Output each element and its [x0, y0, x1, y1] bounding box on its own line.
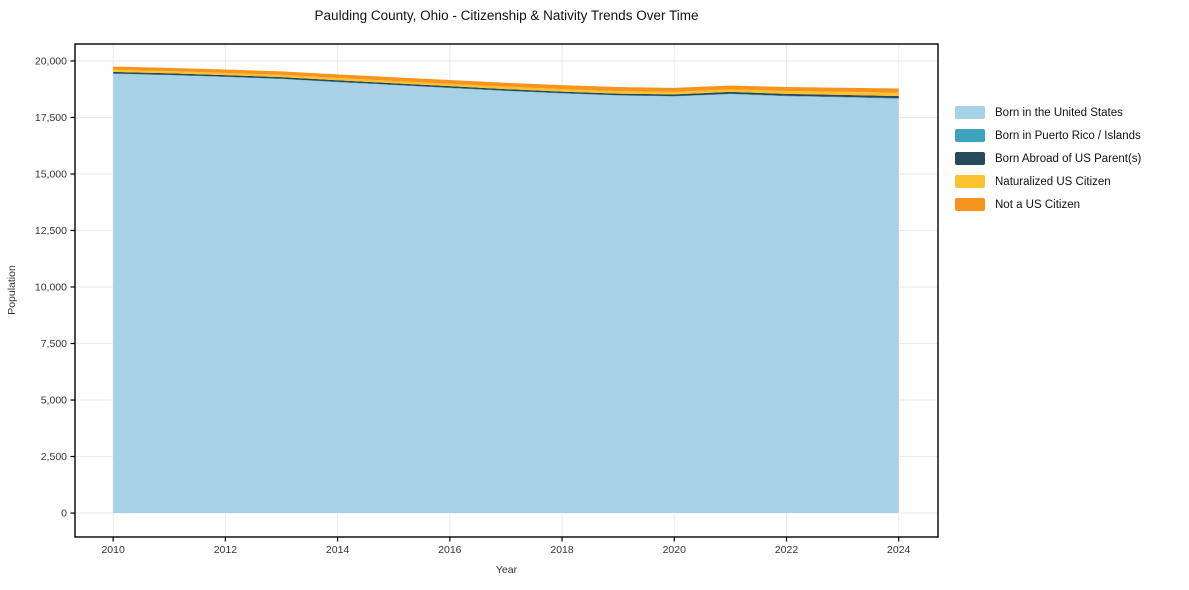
svg-text:15,000: 15,000 — [35, 168, 67, 180]
svg-text:7,500: 7,500 — [41, 338, 67, 350]
legend-item-label: Born Abroad of US Parent(s) — [995, 152, 1142, 165]
legend-swatch-icon — [955, 106, 985, 119]
legend-item: Born in Puerto Rico / Islands — [955, 124, 1141, 147]
x-axis-label: Year — [495, 564, 518, 576]
svg-text:2016: 2016 — [438, 544, 462, 556]
legend-item-label: Born in the United States — [995, 106, 1123, 119]
svg-text:17,500: 17,500 — [35, 112, 67, 124]
svg-text:10,000: 10,000 — [35, 281, 67, 293]
svg-text:12,500: 12,500 — [35, 225, 67, 237]
svg-text:5,000: 5,000 — [41, 395, 67, 407]
svg-text:2020: 2020 — [663, 544, 687, 556]
svg-text:2014: 2014 — [326, 544, 350, 556]
y-axis-label: Population — [6, 265, 18, 315]
legend-item-label: Born in Puerto Rico / Islands — [995, 129, 1141, 142]
legend-item-label: Naturalized US Citizen — [995, 175, 1111, 188]
svg-text:2,500: 2,500 — [41, 451, 67, 463]
svg-text:2024: 2024 — [887, 544, 911, 556]
svg-text:2018: 2018 — [550, 544, 574, 556]
legend-swatch-icon — [955, 198, 985, 211]
legend: Born in the United States Born in Puerto… — [955, 101, 1141, 216]
legend-item: Not a US Citizen — [955, 193, 1141, 216]
legend-swatch-icon — [955, 129, 985, 142]
svg-text:20,000: 20,000 — [35, 55, 67, 67]
svg-text:2012: 2012 — [214, 544, 238, 556]
legend-swatch-icon — [955, 152, 985, 165]
svg-text:0: 0 — [61, 508, 67, 520]
legend-swatch-icon — [955, 175, 985, 188]
svg-text:2010: 2010 — [101, 544, 125, 556]
legend-item: Naturalized US Citizen — [955, 170, 1141, 193]
legend-item: Born Abroad of US Parent(s) — [955, 147, 1141, 170]
legend-item-label: Not a US Citizen — [995, 198, 1081, 211]
svg-text:2022: 2022 — [775, 544, 799, 556]
legend-item: Born in the United States — [955, 101, 1141, 124]
chart-title: Paulding County, Ohio - Citizenship & Na… — [314, 8, 699, 23]
